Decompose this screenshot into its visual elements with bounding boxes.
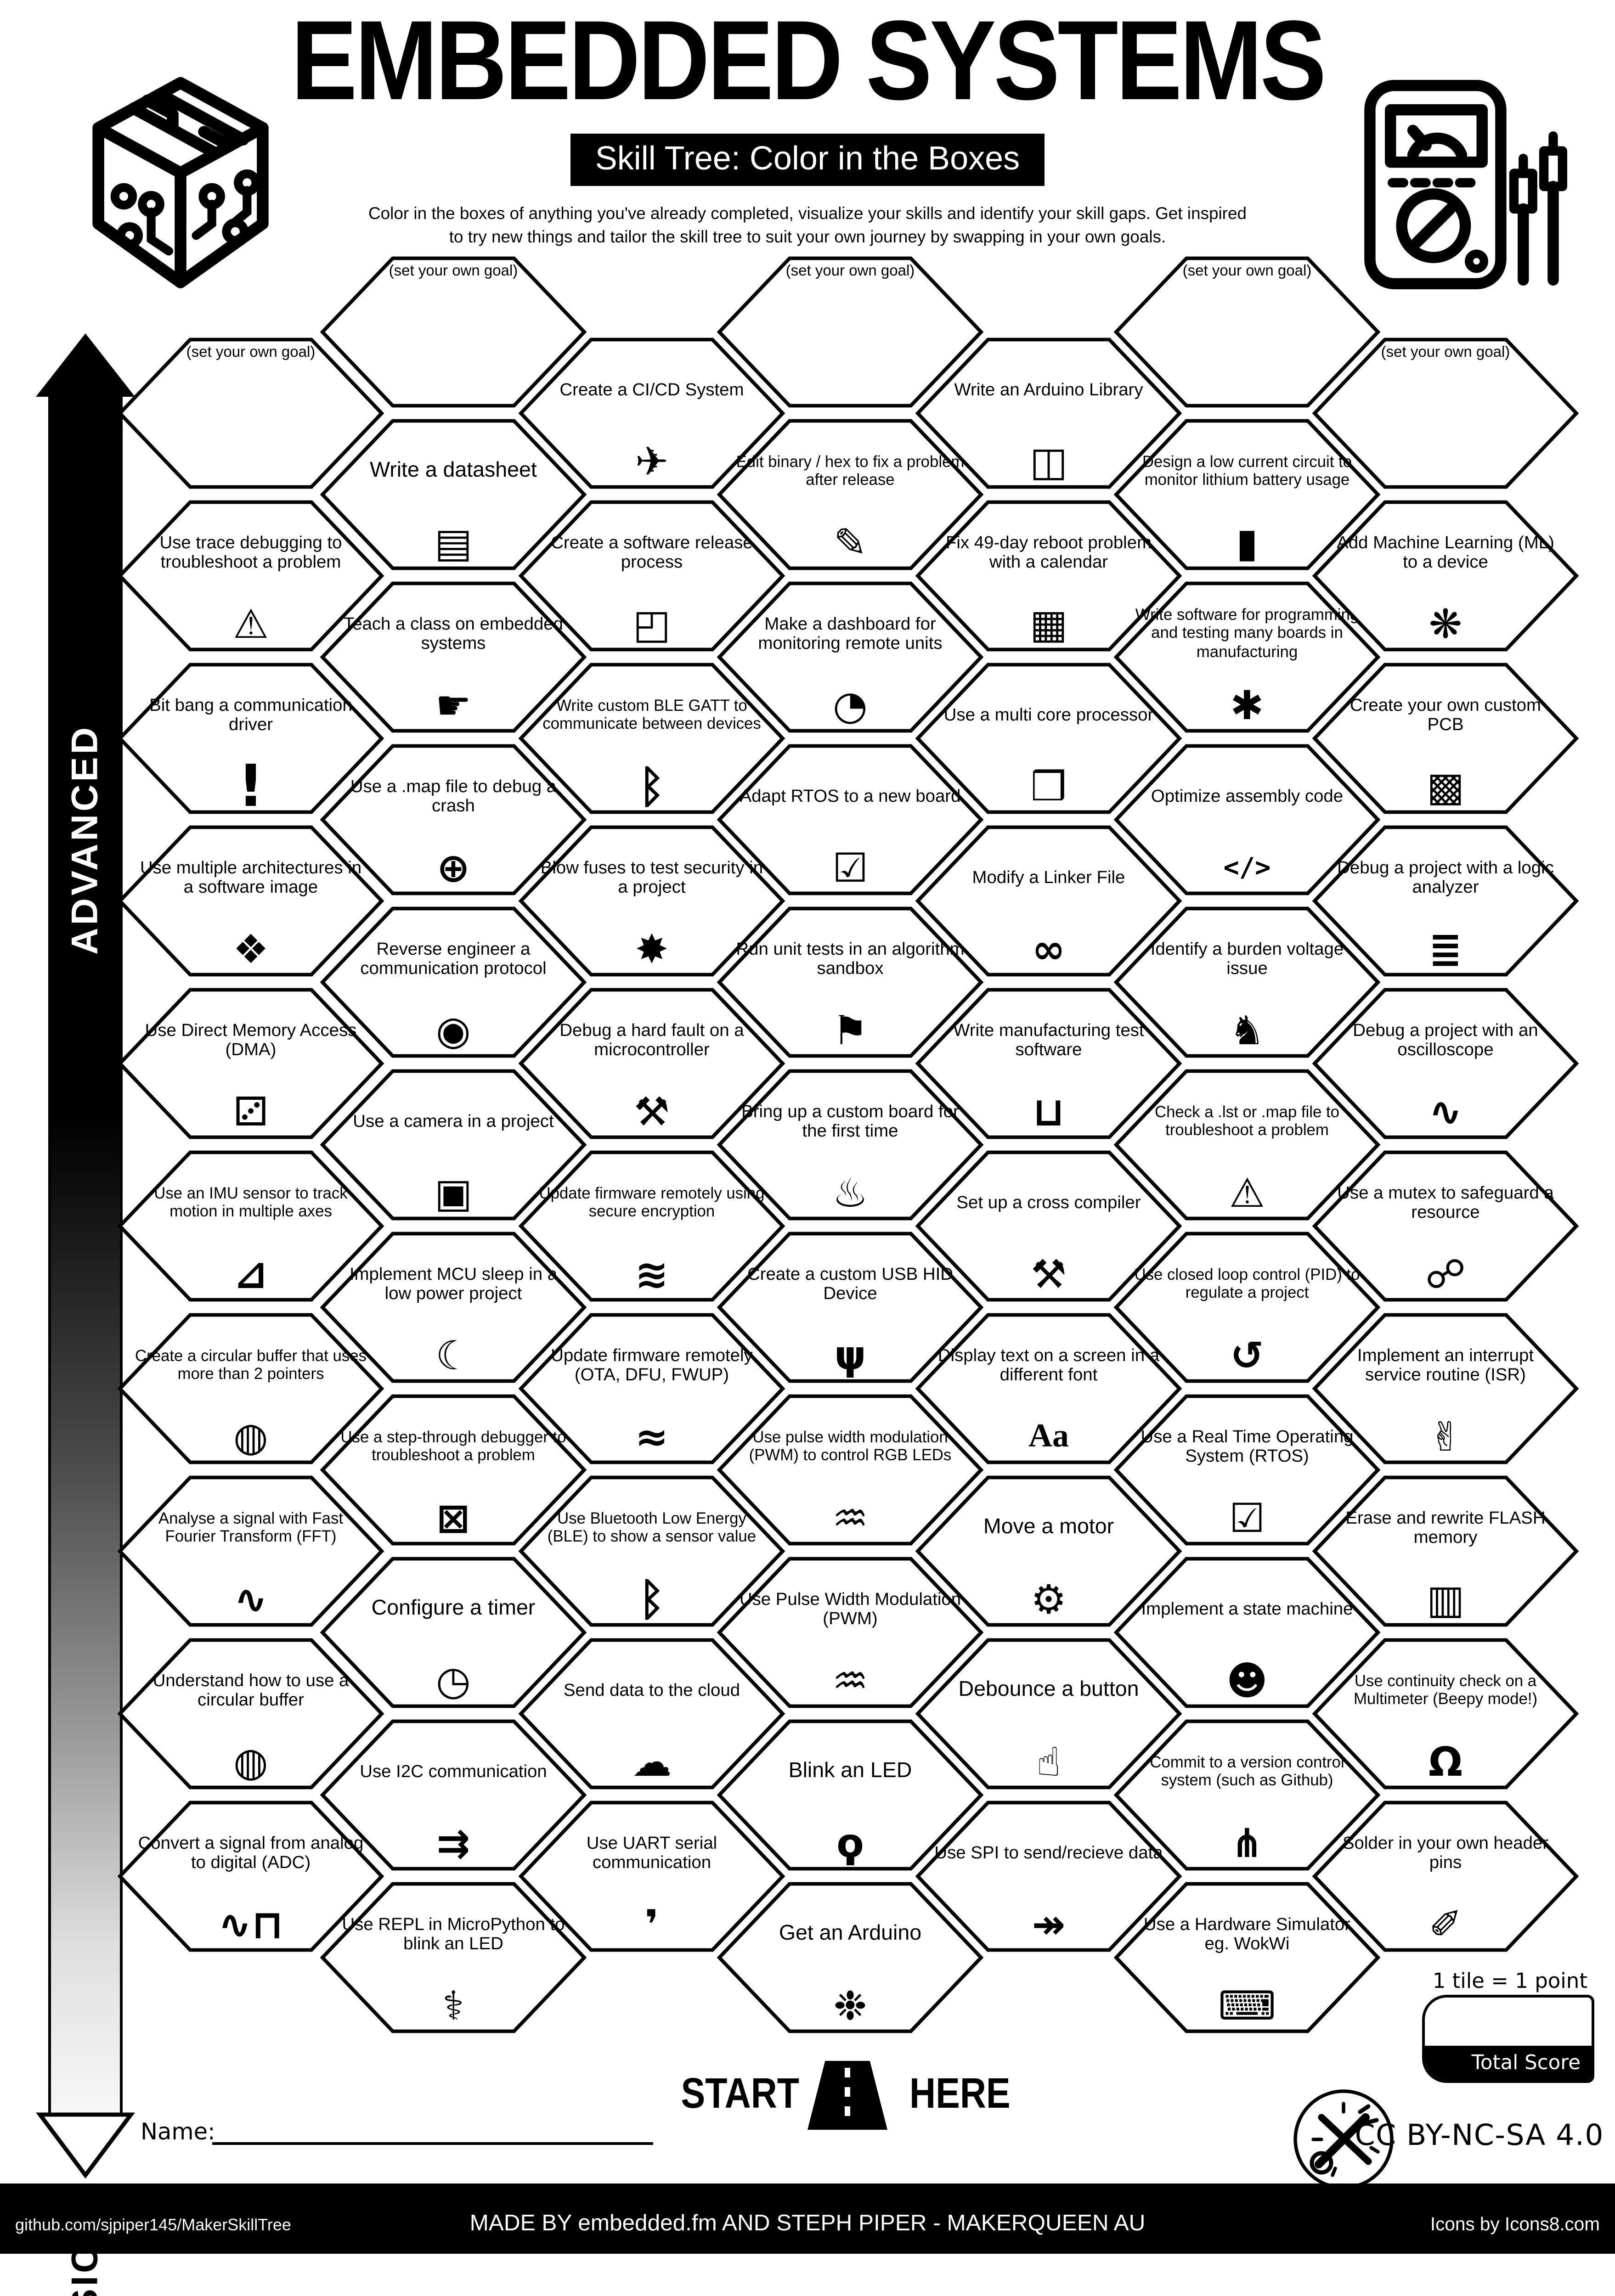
skill-label: (set your own goal) <box>1330 344 1561 361</box>
subtitle-text: Skill Tree: Color in the Boxes <box>595 141 1020 179</box>
road-icon <box>808 2061 887 2130</box>
skill-tile[interactable]: Add Machine Learning (ML) to a device❋ <box>1310 497 1581 654</box>
name-row: Name: <box>141 2119 692 2145</box>
skill-tile[interactable]: Implement an interrupt service routine (… <box>1310 1310 1581 1467</box>
soldering-iron-icon: ✐ <box>1310 1900 1581 1949</box>
total-score-label: Total Score <box>1423 2046 1593 2082</box>
skill-tile[interactable]: Debug a project with a logic analyzer≣ <box>1310 822 1581 979</box>
description-line2: to try new things and tailor the skill t… <box>0 226 1615 250</box>
footer-bar: github.com/sjpiper145/MakerSkillTree MAD… <box>0 2183 1615 2253</box>
chip-icon: ▥ <box>1310 1575 1581 1624</box>
skill-label: Create your own custom PCB <box>1330 671 1561 759</box>
axis-gradient-shaft <box>48 394 123 2116</box>
ohm-icon: Ω <box>1310 1737 1581 1787</box>
skill-label: Solder in your own header pins <box>1330 1809 1561 1897</box>
description-line1: Color in the boxes of anything you've al… <box>0 203 1615 226</box>
name-input-line[interactable] <box>212 2142 653 2145</box>
skill-label: Debug a project with a logic analyzer <box>1330 833 1561 922</box>
skill-label: Add Machine Learning (ML) to a device <box>1330 508 1561 597</box>
skill-tile[interactable]: Use a mutex to safeguard a resource☍ <box>1310 1148 1581 1305</box>
skill-label: (set your own goal) <box>338 263 569 280</box>
total-score-box: Total Score <box>1422 1995 1594 2083</box>
skill-label: Implement an interrupt service routine (… <box>1330 1321 1561 1409</box>
skill-label: Erase and rewrite FLASH memory <box>1330 1484 1561 1572</box>
pcb-icon: ▩ <box>1310 762 1581 811</box>
points-rule: 1 tile = 1 point <box>1378 1969 1587 1993</box>
footer-credit: MADE BY embedded.fm AND STEPH PIPER - MA… <box>0 2211 1615 2237</box>
multimeter-icon: ∿ <box>1310 1087 1581 1137</box>
footer-icons-credit[interactable]: Icons by Icons8.com <box>1430 2213 1600 2234</box>
skill-tile[interactable]: Debug a project with an oscilloscope∿ <box>1310 985 1581 1142</box>
skill-tile[interactable]: Create your own custom PCB▩ <box>1310 660 1581 817</box>
name-label: Name: <box>141 2119 215 2145</box>
advanced-label: ADVANCED <box>64 668 107 1012</box>
skill-label: (set your own goal) <box>734 263 966 280</box>
goal-tile[interactable]: (set your own goal) <box>1310 335 1581 492</box>
page-title: EMBEDDED SYSTEMS <box>97 6 1518 118</box>
skill-label: (set your own goal) <box>1131 263 1363 280</box>
laptop-icon: ⌨ <box>1112 1981 1382 2031</box>
skill-tile[interactable]: Erase and rewrite FLASH memory▥ <box>1310 1473 1581 1630</box>
python-snake-icon: ⚕ <box>318 1981 588 2031</box>
raised-hand-icon: ✌ <box>1310 1412 1581 1462</box>
handshake-icon: ☍ <box>1310 1249 1581 1299</box>
head-gears-icon: ❋ <box>1310 599 1581 649</box>
skill-label: Use a mutex to safeguard a resource <box>1330 1159 1561 1247</box>
skill-label: Use continuity check on a Multimeter (Be… <box>1330 1646 1561 1734</box>
start-label: START <box>681 2069 799 2119</box>
here-label: HERE <box>909 2069 1011 2119</box>
party-popper-icon: ❉ <box>715 1981 985 2031</box>
multimeter-icon: ≣ <box>1310 924 1581 974</box>
skill-tile[interactable]: Use continuity check on a Multimeter (Be… <box>1310 1635 1581 1792</box>
total-score-value-field[interactable] <box>1425 1998 1592 2043</box>
subtitle-banner: Skill Tree: Color in the Boxes <box>570 134 1045 186</box>
skill-tile[interactable]: Solder in your own header pins✐ <box>1310 1798 1581 1955</box>
skill-label: Debug a project with an oscilloscope <box>1330 996 1561 1084</box>
license-label: CC BY-NC-SA 4.0 <box>1355 2119 1604 2152</box>
